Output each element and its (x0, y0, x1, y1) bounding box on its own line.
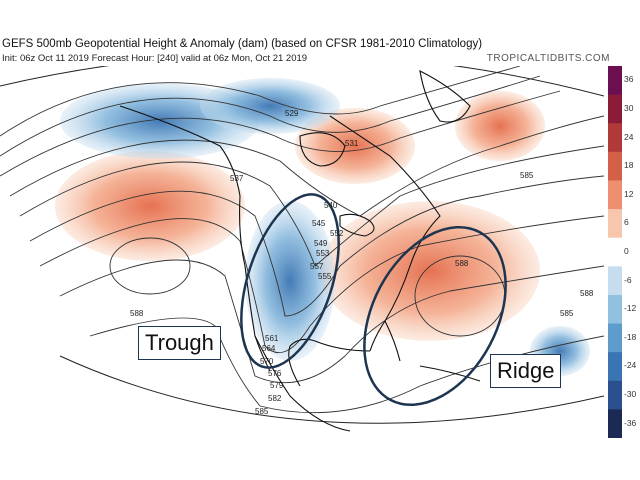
colorbar-swatches (608, 66, 622, 439)
colorbar-swatch (608, 66, 622, 96)
cold-anomaly-bering (200, 78, 340, 134)
colorbar-swatch (608, 94, 622, 124)
colorbar-swatch (608, 323, 622, 353)
contour-labels: 529 531 537 540 545 549 553 557 561 564 … (130, 109, 594, 416)
colorbar-tick-label: -30 (624, 389, 637, 400)
warm-anomaly-atlantic (455, 91, 545, 161)
contour-label: 545 (312, 219, 326, 228)
colorbar-tick-label: -12 (624, 303, 637, 314)
map-title: GEFS 500mb Geopotential Height & Anomaly… (2, 38, 483, 50)
warm-anomaly-east (320, 201, 540, 341)
feature-ellipses (240, 193, 507, 407)
colorbar-tick-label: 12 (624, 188, 634, 199)
hudson-bay (299, 132, 346, 167)
contour-label: 561 (265, 334, 279, 343)
colorbar-swatch (608, 237, 622, 267)
height-contours (0, 65, 605, 414)
contour-label: 537 (230, 174, 244, 183)
contour-label: 588 (130, 309, 144, 318)
colorbar-tick-label: 18 (624, 160, 634, 171)
colorbar-tick-label: 0 (624, 246, 629, 256)
anomaly-colorbar: 36 30 24 18 12 6 0 -6 -12 -18 -24 -30 -36 (608, 66, 640, 439)
colorbar-swatch (608, 151, 622, 181)
warm-anomaly-pacific (55, 151, 245, 261)
cuba (419, 365, 481, 382)
greenland (419, 70, 471, 123)
warm-anomaly-canada (295, 108, 415, 184)
great-lakes (339, 213, 375, 237)
contour-label: 553 (316, 249, 330, 258)
colorbar-swatch (608, 352, 622, 382)
colorbar-tick-label: 6 (624, 217, 629, 228)
mexico-outline (254, 335, 351, 432)
colorbar-swatch (608, 409, 622, 439)
colorbar-tick-label: 30 (624, 102, 634, 113)
contour-label: 540 (324, 201, 338, 210)
ridge-label: Ridge (490, 354, 562, 388)
colorbar-tick-label: 36 (624, 74, 634, 85)
north-america-east-coast (329, 115, 441, 352)
colorbar-swatch (608, 209, 622, 239)
coastlines (119, 70, 481, 432)
colorbar-tick-label: -18 (624, 331, 637, 342)
contour-label: 585 (520, 171, 534, 180)
colorbar-swatch (608, 266, 622, 296)
florida (384, 320, 401, 362)
trough-label: Trough (138, 326, 221, 360)
contour-label: 588 (580, 289, 594, 298)
contour-label: 585 (560, 309, 574, 318)
contour-label: 549 (314, 239, 328, 248)
trough-ellipse (240, 193, 340, 369)
contour-label: 570 (260, 357, 274, 366)
weather-map: 529 531 537 540 545 549 553 557 561 564 … (0, 52, 605, 438)
map-svg: 529 531 537 540 545 549 553 557 561 564 … (0, 52, 605, 432)
colorbar-swatch (608, 123, 622, 153)
map-subtitle: Init: 06z Oct 11 2019 Forecast Hour: [24… (2, 53, 308, 64)
contour-label: 552 (330, 229, 344, 238)
colorbar-swatch (608, 180, 622, 210)
contour-label: 585 (255, 407, 269, 416)
gulf-coast (288, 338, 371, 387)
contour-label: 529 (285, 109, 299, 118)
colorbar-tick-label: -6 (624, 274, 632, 285)
colorbar-tick-label: -36 (624, 417, 637, 428)
contour-label: 557 (310, 262, 324, 271)
contour-label: 579 (270, 381, 284, 390)
colorbar-swatch (608, 380, 622, 410)
contour-label: 582 (268, 394, 282, 403)
colorbar-swatch (608, 294, 622, 325)
colorbar-tick-label: 24 (624, 131, 634, 142)
contour-label: 564 (262, 344, 276, 353)
colorbar-tick-label: -24 (624, 360, 637, 371)
contour-label: 588 (455, 259, 469, 268)
ridge-ellipse (363, 225, 507, 407)
contour-label: 576 (268, 369, 282, 378)
contour-label: 555 (318, 272, 332, 281)
contour-label: 531 (345, 139, 359, 148)
map-header: GEFS 500mb Geopotential Height & Anomaly… (0, 36, 640, 66)
brand-watermark: TROPICALTIDBITS.COM (486, 53, 610, 64)
cold-anomaly-trough (245, 201, 335, 361)
